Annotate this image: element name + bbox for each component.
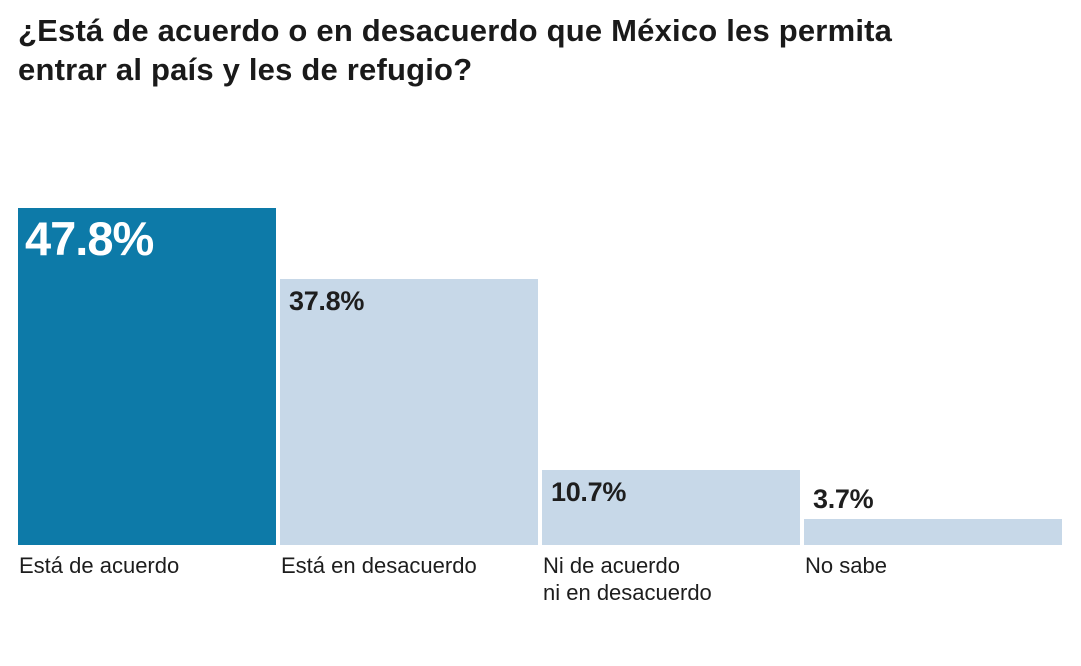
bar: 37.8% <box>280 278 538 545</box>
bar-value-label: 47.8% <box>25 212 154 265</box>
bar-category-label: Está de acuerdo <box>19 553 180 578</box>
bar-category-label: No sabe <box>805 553 887 578</box>
bar-value-label: 37.8% <box>289 285 365 316</box>
bar-group-1: 47.8% Está de acuerdo <box>18 208 276 578</box>
bar-group-2: 37.8% Está en desacuerdo <box>280 208 538 578</box>
bar-group-3: 10.7% Ni de acuerdo ni en desacuerdo <box>542 208 800 605</box>
bar-value-label: 10.7% <box>551 476 627 507</box>
bar-chart: 47.8% Está de acuerdo 37.8% Está en desacue… <box>18 208 1062 605</box>
bar: 47.8% <box>18 208 276 545</box>
chart-title: ¿Está de acuerdo o en desacuerdo que Méx… <box>18 13 893 87</box>
bar-category-label: Ni de acuerdo ni en desacuerdo <box>543 553 712 605</box>
bar <box>804 518 1062 545</box>
bar-category-label: Está en desacuerdo <box>281 553 477 578</box>
bar-value-label: 3.7% <box>813 483 874 514</box>
bar: 10.7% <box>542 469 800 545</box>
bar-group-4: 3.7% No sabe <box>804 208 1062 578</box>
